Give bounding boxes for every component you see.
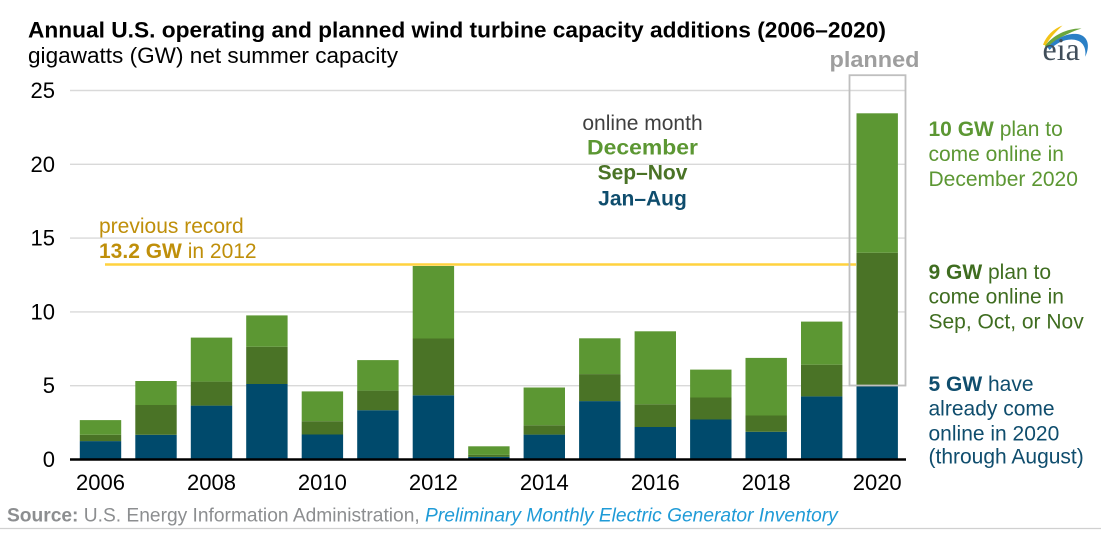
svg-text:25: 25 [31, 78, 55, 103]
svg-text:Jan–Aug: Jan–Aug [598, 188, 687, 211]
svg-text:5: 5 [43, 373, 55, 398]
svg-text:2018: 2018 [742, 470, 791, 495]
svg-text:gigawatts (GW) net summer capa: gigawatts (GW) net summer capacity [28, 43, 398, 68]
svg-text:2006: 2006 [76, 470, 125, 495]
svg-text:9 GW plan to: 9 GW plan to [929, 261, 1052, 284]
svg-text:online month: online month [582, 112, 702, 135]
svg-text:come online in: come online in [929, 286, 1064, 309]
svg-text:Sep–Nov: Sep–Nov [598, 161, 688, 184]
svg-text:already come: already come [929, 398, 1055, 421]
svg-text:10: 10 [31, 299, 55, 324]
svg-text:Sep, Oct, or Nov: Sep, Oct, or Nov [929, 310, 1085, 333]
svg-text:Annual U.S. operating and plan: Annual U.S. operating and planned wind t… [28, 17, 886, 42]
svg-text:previous record: previous record [99, 215, 244, 238]
svg-text:15: 15 [31, 226, 55, 251]
svg-text:2010: 2010 [298, 470, 347, 495]
svg-text:2008: 2008 [187, 470, 236, 495]
svg-text:2012: 2012 [409, 470, 458, 495]
svg-text:(through August): (through August) [929, 446, 1084, 469]
svg-text:Source: U.S. Energy Informatio: Source: U.S. Energy Information Administ… [7, 506, 839, 527]
svg-text:December: December [587, 137, 698, 160]
svg-text:2016: 2016 [631, 470, 680, 495]
svg-text:planned: planned [830, 47, 920, 72]
svg-text:10 GW plan to: 10 GW plan to [929, 118, 1063, 141]
svg-text:2014: 2014 [520, 470, 569, 495]
svg-text:13.2 GW in 2012: 13.2 GW in 2012 [99, 240, 257, 263]
svg-text:online in 2020: online in 2020 [929, 422, 1060, 445]
svg-text:December 2020: December 2020 [929, 168, 1078, 191]
svg-text:0: 0 [43, 447, 55, 472]
svg-text:eia: eia [1043, 31, 1080, 67]
svg-text:20: 20 [31, 152, 55, 177]
svg-text:come online in: come online in [929, 143, 1064, 166]
svg-text:5 GW have: 5 GW have [929, 373, 1034, 396]
svg-text:2020: 2020 [853, 470, 902, 495]
